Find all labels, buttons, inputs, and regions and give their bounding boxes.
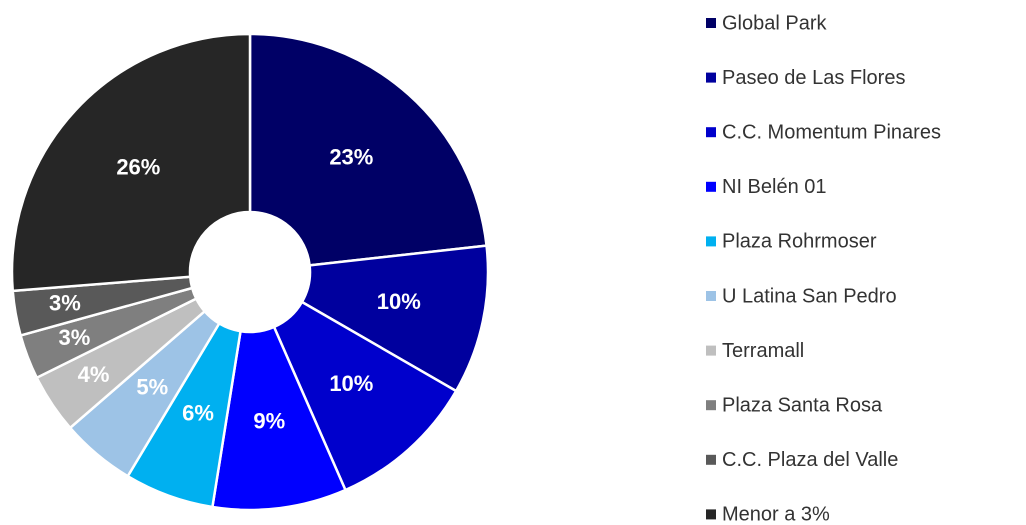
data-label: 3% [58,325,90,350]
legend-swatch [706,509,716,520]
legend-swatch [706,127,716,138]
data-label: 3% [49,290,81,315]
legend-label: C.C. Plaza del Valle [722,449,898,471]
legend-swatch [706,345,716,356]
data-label: 6% [182,401,214,426]
slice [272,300,458,492]
legend-label: U Latina San Pedro [722,285,897,307]
legend-label: Terramall [722,340,804,362]
legend-swatch [706,291,716,301]
legend-swatch [706,18,716,28]
data-label: 9% [253,409,285,434]
slice [248,32,488,267]
legend-swatch [706,236,716,247]
legend-label: Plaza Santa Rosa [722,394,883,416]
data-label: 26% [116,155,160,180]
legend-swatch [706,454,716,465]
data-label: 5% [136,374,168,399]
data-label: 23% [329,145,373,170]
legend-swatch [706,400,716,411]
slice [210,325,348,512]
legend-swatch [706,181,716,192]
legend-label: Paseo de Las Flores [722,67,905,89]
slice [300,244,490,393]
slice [10,32,252,293]
data-label: 10% [377,289,421,314]
legend-label: Global Park [722,12,827,34]
data-label: 4% [78,362,110,387]
legend-label: NI Belén 01 [722,176,827,198]
legend-swatch [706,72,716,83]
data-label: 10% [329,371,373,396]
legend-label: C.C. Momentum Pinares [722,121,941,143]
legend-label: Plaza Rohrmoser [722,231,877,253]
legend-label: Menor a 3% [722,504,830,525]
